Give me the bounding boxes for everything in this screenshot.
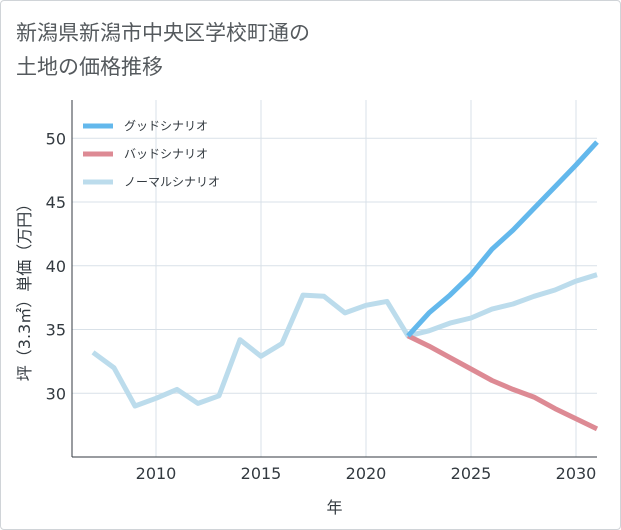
legend-label-bad: バッドシナリオ bbox=[124, 147, 208, 161]
series-lines bbox=[91, 140, 599, 432]
chart-title: 新潟県新潟市中央区学校町通の 土地の価格推移 bbox=[16, 16, 310, 84]
series-line-good bbox=[406, 140, 599, 338]
x-axis-title: 年 bbox=[326, 498, 342, 517]
chart-title-line1: 新潟県新潟市中央区学校町通の bbox=[16, 21, 310, 45]
x-tick-label: 2020 bbox=[346, 464, 387, 483]
axes bbox=[71, 100, 597, 458]
y-axis-title: 坪（3.3㎡）単価（万円） bbox=[15, 196, 34, 381]
y-tick-label: 45 bbox=[46, 193, 66, 212]
series-line-normal bbox=[91, 272, 598, 409]
y-tick-label: 35 bbox=[46, 321, 66, 340]
legend-label-good: グッドシナリオ bbox=[124, 119, 208, 133]
y-tick-label: 30 bbox=[46, 384, 66, 403]
x-tick-label: 2030 bbox=[556, 464, 597, 483]
tick-labels: 2010 2015 2020 2025 2030 30 35 40 45 50 bbox=[46, 129, 597, 483]
x-tick-label: 2010 bbox=[136, 464, 177, 483]
y-tick-label: 40 bbox=[46, 257, 66, 276]
y-tick-label: 50 bbox=[46, 129, 66, 148]
x-tick-label: 2025 bbox=[451, 464, 492, 483]
legend-label-normal: ノーマルシナリオ bbox=[124, 175, 220, 189]
chart-title-line2: 土地の価格推移 bbox=[16, 55, 163, 79]
x-tick-label: 2015 bbox=[241, 464, 282, 483]
series-line-bad bbox=[406, 333, 599, 432]
